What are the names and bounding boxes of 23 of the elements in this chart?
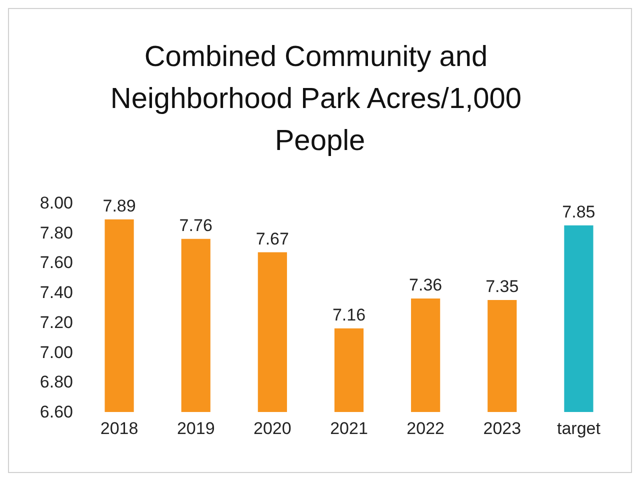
x-tick-label: 2023	[483, 419, 522, 438]
data-label: 7.16	[332, 305, 366, 324]
y-tick-label: 7.40	[40, 283, 73, 302]
data-label: 7.85	[562, 202, 596, 222]
data-label: 7.67	[256, 229, 289, 248]
data-label: 7.89	[102, 196, 136, 216]
x-tick-label: 2021	[330, 419, 368, 438]
data-label: 7.35	[486, 277, 519, 296]
x-tick-label: 2022	[406, 419, 444, 438]
y-tick-label: 6.80	[40, 372, 73, 392]
y-tick-label: 8.00	[40, 194, 73, 212]
chart-title: Combined Community and Neighborhood Park Acres/1,000 People	[110, 41, 530, 157]
x-tick-label: target	[556, 419, 601, 438]
x-tick-label: 2018	[100, 419, 138, 438]
x-tick-label: 2020	[254, 419, 292, 438]
data-label: 7.76	[179, 216, 212, 235]
y-tick-label: 7.80	[40, 223, 73, 242]
data-label: 7.36	[409, 276, 442, 295]
x-tick-label: 2019	[176, 419, 215, 438]
y-tick-label: 7.60	[40, 253, 73, 272]
y-tick-label: 6.60	[40, 402, 73, 422]
y-tick-label: 7.20	[40, 312, 73, 332]
y-tick-label: 7.00	[40, 342, 73, 362]
